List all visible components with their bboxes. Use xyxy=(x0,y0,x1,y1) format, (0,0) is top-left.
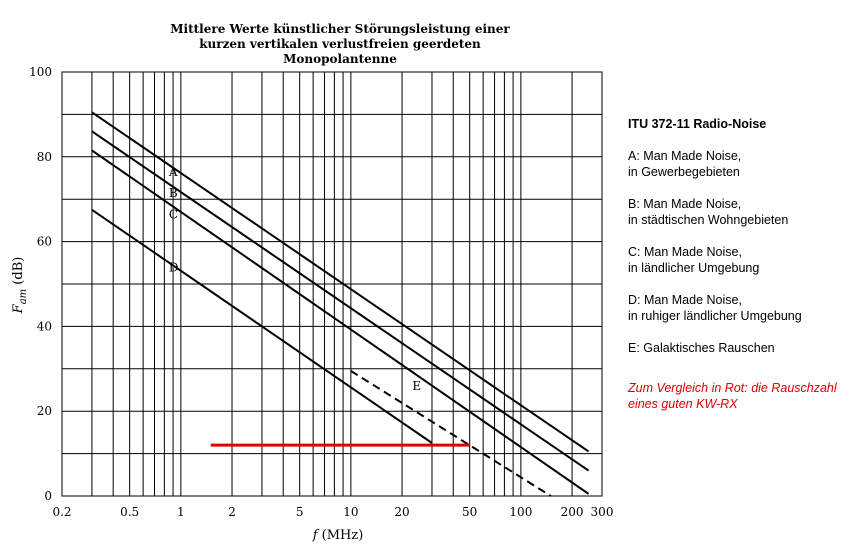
chart-title-line-3: Monopolantenne xyxy=(283,52,397,66)
series-b-label: B xyxy=(169,186,178,200)
chart-title-line-1: Mittlere Werte künstlicher Störungsleist… xyxy=(170,22,510,36)
x-tick-label: 100 xyxy=(509,505,532,519)
legend-entry-c-line-1: C: Man Made Noise, xyxy=(628,245,742,259)
series-a-label: A xyxy=(168,165,178,179)
x-tick-label: 0.2 xyxy=(52,505,71,519)
legend-entry-b-line-2: in städtischen Wohngebieten xyxy=(628,213,789,227)
series-d-line xyxy=(91,208,433,444)
y-tick-label: 0 xyxy=(44,489,52,503)
comparison-note-line-2: eines guten KW-RX xyxy=(628,397,738,411)
chart-title-line-2: kurzen vertikalen verlustfreien geerdete… xyxy=(199,37,481,51)
x-tick-label: 10 xyxy=(343,505,358,519)
legend-panel: ITU 372-11 Radio-Noise A: Man Made Noise… xyxy=(628,116,860,412)
series-e-line xyxy=(350,370,552,497)
legend-entry-c: C: Man Made Noise, in ländlicher Umgebun… xyxy=(628,244,860,276)
x-tick-label: 50 xyxy=(462,505,477,519)
y-axis-label: Fam (dB) xyxy=(11,257,29,315)
comparison-note: Zum Vergleich in Rot: die Rauschzahl ein… xyxy=(628,380,860,412)
y-tick-label: 20 xyxy=(37,404,52,418)
legend-entry-e: E: Galaktisches Rauschen xyxy=(628,340,860,356)
legend-entry-b-line-1: B: Man Made Noise, xyxy=(628,197,742,211)
x-tick-label: 2 xyxy=(228,505,236,519)
x-tick-label: 1 xyxy=(177,505,185,519)
x-axis-label-unit: (MHz) xyxy=(318,528,364,543)
series-a-line xyxy=(91,111,590,453)
legend-entry-a-line-1: A: Man Made Noise, xyxy=(628,149,742,163)
x-tick-label: 5 xyxy=(296,505,304,519)
x-tick-label: 20 xyxy=(394,505,409,519)
legend-entry-a: A: Man Made Noise, in Gewerbegebieten xyxy=(628,148,860,180)
x-axis-label: f (MHz) xyxy=(312,528,364,543)
legend-entry-e-line-1: E: Galaktisches Rauschen xyxy=(628,341,775,355)
y-tick-label: 100 xyxy=(29,65,52,79)
y-tick-label: 40 xyxy=(37,319,52,333)
y-tick-label: 80 xyxy=(37,150,52,164)
series-lines xyxy=(91,111,590,497)
legend-entry-d: D: Man Made Noise, in ruhiger ländlicher… xyxy=(628,292,860,324)
y-axis-label-unit: (dB) xyxy=(11,257,26,289)
legend-entry-d-line-2: in ruhiger ländlicher Umgebung xyxy=(628,309,802,323)
x-tick-label: 200 xyxy=(561,505,584,519)
chart-title: Mittlere Werte künstlicher Störungsleist… xyxy=(60,22,620,67)
y-axis-label-var: F xyxy=(11,303,26,314)
plot-frame xyxy=(61,71,603,497)
legend-entry-a-line-2: in Gewerbegebieten xyxy=(628,165,740,179)
series-d-label: D xyxy=(169,260,179,274)
legend-entry-c-line-2: in ländlicher Umgebung xyxy=(628,261,760,275)
series-b-line xyxy=(91,130,590,472)
comparison-note-line-1: Zum Vergleich in Rot: die Rauschzahl xyxy=(628,381,837,395)
legend-entry-d-line-1: D: Man Made Noise, xyxy=(628,293,742,307)
series-c-label: C xyxy=(169,207,178,221)
x-tick-label: 300 xyxy=(591,505,614,519)
y-tick-label: 60 xyxy=(37,235,52,249)
x-tick-label: 0.5 xyxy=(120,505,139,519)
y-axis-label-sub: am xyxy=(18,289,29,304)
legend-entry-b: B: Man Made Noise, in städtischen Wohnge… xyxy=(628,196,860,228)
x-axis-label-var: f xyxy=(312,528,320,543)
series-c-line xyxy=(91,149,590,495)
legend-heading: ITU 372-11 Radio-Noise xyxy=(628,117,767,131)
series-e-label: E xyxy=(412,379,421,393)
grid xyxy=(62,72,602,496)
curve-labels: ABC D E xyxy=(168,165,421,393)
tick-labels: 0.2 0.5 1 2 5 10 20 50 100 200 300 0 20 40 60 80 100 xyxy=(29,65,613,519)
